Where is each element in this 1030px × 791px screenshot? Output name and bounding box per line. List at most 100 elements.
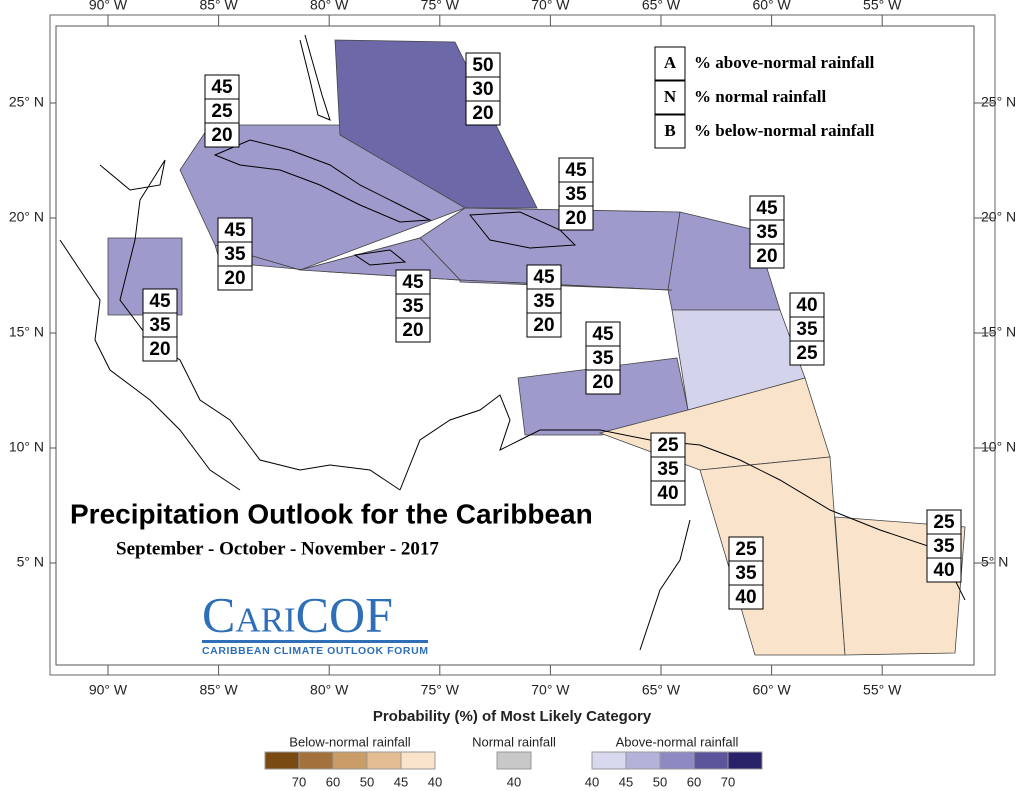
prob-value: 20 xyxy=(224,268,245,289)
prob-value: 40 xyxy=(933,560,954,581)
prob-value: 35 xyxy=(592,348,614,369)
prob-value: 45 xyxy=(533,267,555,288)
legend-value: 60 xyxy=(687,774,701,789)
prob-value: 35 xyxy=(796,319,818,340)
prob-cell xyxy=(585,345,621,371)
map-title: Precipitation Outlook for the Caribbean xyxy=(70,498,593,529)
legend-swatch xyxy=(332,751,368,770)
lon-label-top: 65° W xyxy=(642,0,681,13)
legend-value: 70 xyxy=(292,774,306,789)
legend-value: 40 xyxy=(585,774,599,789)
prob-cell xyxy=(650,432,686,458)
lon-label-top: 75° W xyxy=(421,0,460,13)
prob-value: 25 xyxy=(933,512,955,533)
prob-cell xyxy=(142,336,178,362)
prob-value: 20 xyxy=(533,315,554,336)
lat-label-left: 5° N xyxy=(17,554,44,570)
legend-value: 45 xyxy=(394,774,408,789)
key-letter: N xyxy=(664,87,677,106)
prob-cell xyxy=(650,480,686,506)
lon-label-bottom: 75° W xyxy=(421,682,460,698)
key-text: % above-normal rainfall xyxy=(694,53,875,72)
coast-jamaica xyxy=(353,249,407,266)
prob-value: 35 xyxy=(756,222,778,243)
legend-title: Probability (%) of Most Likely Category xyxy=(373,708,652,725)
key-letter: A xyxy=(664,53,677,72)
lat-label-right: 5° N xyxy=(981,554,1008,570)
legend-value: 50 xyxy=(653,774,667,789)
lon-label-top: 90° W xyxy=(89,0,128,13)
prob-value: 35 xyxy=(224,244,246,265)
prob-cell xyxy=(926,557,962,583)
prob-value: 45 xyxy=(211,77,233,98)
prob-cell xyxy=(926,509,962,535)
legend-swatch xyxy=(693,751,729,770)
lat-label-right: 25° N xyxy=(981,94,1016,110)
legend-value: 40 xyxy=(428,774,442,789)
lon-label-bottom: 65° W xyxy=(642,682,681,698)
key-text: % below-normal rainfall xyxy=(694,121,875,140)
prob-value: 20 xyxy=(592,372,613,393)
prob-cell xyxy=(789,316,825,342)
legend-group-label: Normal rainfall xyxy=(472,734,556,749)
lat-label-left: 10° N xyxy=(9,439,44,455)
axes: 90° W 90° W 85° W 85° W 80° W 80° W 75° W 75° W… xyxy=(9,0,1016,698)
lon-label-top: 70° W xyxy=(531,0,570,13)
prob-value: 50 xyxy=(472,55,493,76)
legend: Below-normal rainfall 70 60 50 45 40 Normal ra… xyxy=(264,734,763,789)
prob-cell xyxy=(650,456,686,482)
legend-swatch xyxy=(496,751,532,770)
prob-cell xyxy=(526,288,562,314)
prob-cell xyxy=(728,584,764,610)
prob-cell xyxy=(526,312,562,338)
legend-swatch xyxy=(366,751,402,770)
legend-group-label: Above-normal rainfall xyxy=(616,734,739,749)
outlook-region xyxy=(459,279,673,291)
prob-cell xyxy=(465,76,501,102)
key-box xyxy=(654,80,686,115)
prob-cell xyxy=(728,536,764,562)
prob-value: 30 xyxy=(472,79,493,100)
lat-label-left: 15° N xyxy=(9,324,44,340)
prob-value: 25 xyxy=(657,435,679,456)
prob-value: 40 xyxy=(657,483,678,504)
key-box xyxy=(654,114,686,149)
lon-label-top: 85° W xyxy=(199,0,238,13)
coast-south-america xyxy=(399,394,966,651)
prob-value: 45 xyxy=(756,198,778,219)
logo-tagline: CARIBBEAN CLIMATE OUTLOOK FORUM xyxy=(202,645,428,657)
prob-cell xyxy=(749,243,785,269)
prob-value: 20 xyxy=(565,208,586,229)
prob-cell xyxy=(749,195,785,221)
coast-hispaniola xyxy=(469,211,577,249)
legend-swatch xyxy=(400,751,436,770)
coast-florida xyxy=(299,34,331,121)
coastlines xyxy=(59,34,966,651)
prob-cell xyxy=(558,181,594,207)
prob-value: 25 xyxy=(796,343,818,364)
legend-swatch xyxy=(625,751,661,770)
prob-cell xyxy=(465,100,501,126)
prob-value: 20 xyxy=(756,246,777,267)
legend-swatch xyxy=(727,751,763,770)
prob-cell xyxy=(204,122,240,148)
prob-cell xyxy=(585,369,621,395)
prob-value: 25 xyxy=(735,539,757,560)
prob-value: 40 xyxy=(735,587,756,608)
prob-cell xyxy=(728,560,764,586)
lat-label-right: 20° N xyxy=(981,209,1016,225)
prob-value: 40 xyxy=(796,295,817,316)
lon-label-bottom: 80° W xyxy=(310,682,349,698)
prob-value: 35 xyxy=(402,296,424,317)
lon-label-top: 80° W xyxy=(310,0,349,13)
prob-cell xyxy=(749,219,785,245)
prob-cell xyxy=(217,217,253,243)
prob-cell xyxy=(142,312,178,338)
outlook-region xyxy=(334,39,538,209)
prob-value: 45 xyxy=(402,272,424,293)
lat-label-left: 25° N xyxy=(9,94,44,110)
key-text: % normal rainfall xyxy=(694,87,826,106)
prob-value: 25 xyxy=(211,101,233,122)
legend-swatch xyxy=(591,751,627,770)
